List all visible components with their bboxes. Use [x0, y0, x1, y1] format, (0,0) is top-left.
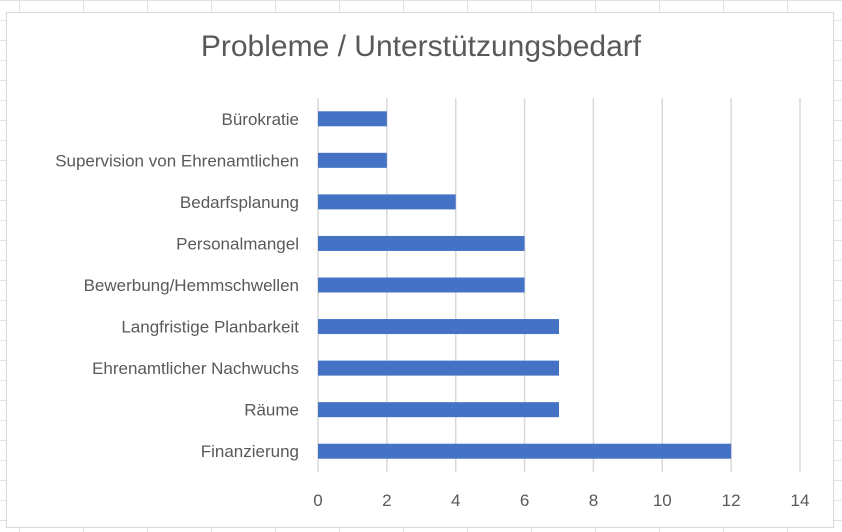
bar: [318, 402, 559, 418]
category-label: Finanzierung: [201, 442, 299, 461]
category-labels: Bürokratie Supervision von Ehrenamtlichen…: [55, 110, 299, 461]
bar: [318, 443, 732, 459]
category-label: Bedarfsplanung: [180, 193, 299, 212]
x-tick-label: 10: [653, 491, 672, 510]
bar: [318, 360, 559, 376]
x-tick-label: 12: [722, 491, 741, 510]
x-axis-tick-labels: 0 2 4 6 8 10 12 14: [313, 491, 809, 510]
bar: [318, 111, 387, 127]
chart-title: Probleme / Unterstützungsbedarf: [200, 30, 642, 63]
bar: [318, 194, 456, 210]
bar: [318, 235, 525, 251]
chart-area[interactable]: [6, 12, 834, 528]
category-label: Langfristige Planbarkeit: [121, 318, 299, 337]
category-label: Räume: [244, 401, 299, 420]
x-tick-label: 0: [313, 491, 322, 510]
category-label: Bewerbung/Hemmschwellen: [84, 276, 299, 295]
x-tick-label: 4: [451, 491, 460, 510]
x-tick-label: 8: [589, 491, 598, 510]
category-label: Personalmangel: [176, 234, 299, 253]
bars: [318, 111, 732, 459]
bar: [318, 319, 559, 335]
category-label: Ehrenamtlicher Nachwuchs: [92, 359, 299, 378]
bar: [318, 152, 387, 168]
x-tick-label: 6: [520, 491, 529, 510]
x-tick-label: 2: [382, 491, 391, 510]
category-label: Supervision von Ehrenamtlichen: [55, 151, 299, 170]
x-tick-label: 14: [791, 491, 810, 510]
category-label: Bürokratie: [222, 110, 299, 129]
bar: [318, 277, 525, 293]
